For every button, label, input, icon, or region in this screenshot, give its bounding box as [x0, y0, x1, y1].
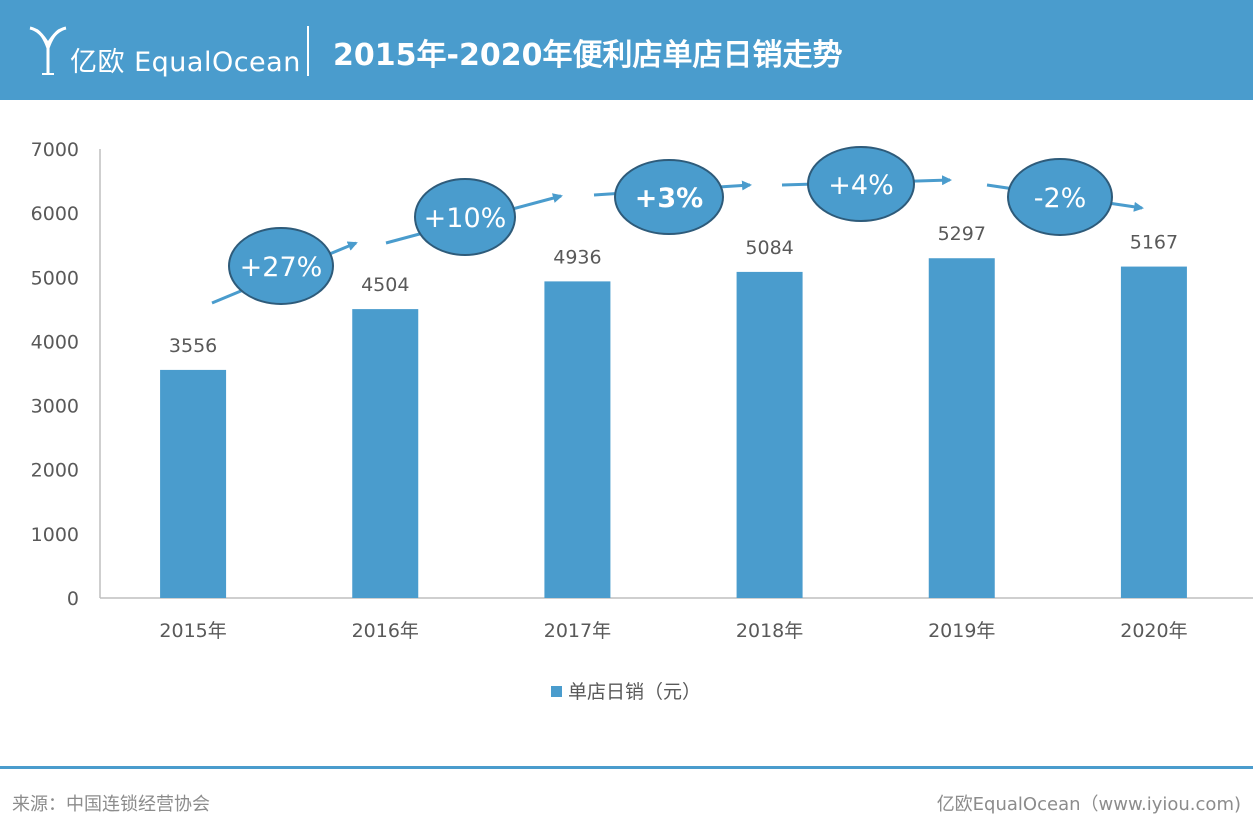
x-tick-label: 2019年 — [928, 620, 995, 642]
y-tick-label: 0 — [67, 588, 79, 610]
growth-label: +3% — [635, 183, 703, 214]
growth-label: +4% — [828, 170, 893, 201]
bar-value-label: 4936 — [553, 246, 601, 268]
bar — [544, 281, 611, 598]
y-tick-label: 3000 — [31, 396, 79, 418]
x-tick-label: 2017年 — [544, 620, 611, 642]
header-banner: 亿欧 EqualOcean 2015年-2020年便利店单店日销走势 — [0, 0, 1253, 100]
bar-value-label: 5167 — [1130, 232, 1178, 254]
chart-title: 2015年-2020年便利店单店日销走势 — [333, 38, 843, 73]
header-divider — [307, 26, 309, 76]
legend-label: 单店日销（元） — [568, 681, 701, 703]
x-tick-label: 2016年 — [352, 620, 419, 642]
y-tick-label: 1000 — [31, 524, 79, 546]
growth-ellipse — [414, 178, 516, 256]
footer-divider — [0, 766, 1253, 769]
y-tick-label: 4000 — [31, 331, 79, 353]
x-tick-label: 2015年 — [159, 620, 226, 642]
y-tick-label: 7000 — [31, 139, 79, 161]
y-tick-label: 5000 — [31, 267, 79, 289]
bar-chart: 0 1000 2000 3000 4000 5000 6000 7000 3556 2015年 45… — [31, 139, 1253, 703]
growth-ellipse — [614, 159, 724, 235]
growth-label: -2% — [1034, 183, 1087, 214]
logo-text: 亿欧 EqualOcean — [70, 47, 301, 78]
bar — [352, 309, 419, 598]
bar-value-label: 4504 — [361, 274, 409, 296]
bar-value-label: 5297 — [938, 223, 986, 245]
y-tick-label: 6000 — [31, 203, 79, 225]
footer-brand: 亿欧EqualOcean（www.iyiou.com) — [936, 794, 1241, 815]
bar — [928, 258, 995, 598]
growth-ellipse — [807, 146, 915, 222]
growth-label: +10% — [424, 203, 507, 234]
bar-value-label: 3556 — [169, 335, 217, 357]
legend-swatch — [551, 686, 562, 697]
bar — [736, 271, 803, 598]
growth-ellipse — [1007, 158, 1113, 236]
growth-label: +27% — [240, 252, 323, 283]
equalocean-logo-icon — [29, 26, 67, 75]
y-tick-label: 2000 — [31, 460, 79, 482]
growth-ellipse — [228, 227, 334, 305]
x-tick-label: 2018年 — [736, 620, 803, 642]
bar — [160, 369, 227, 598]
bar — [1120, 266, 1187, 598]
x-tick-label: 2020年 — [1120, 620, 1187, 642]
bar-value-label: 5084 — [745, 237, 793, 259]
footer-source: 来源：中国连锁经营协会 — [12, 794, 210, 815]
